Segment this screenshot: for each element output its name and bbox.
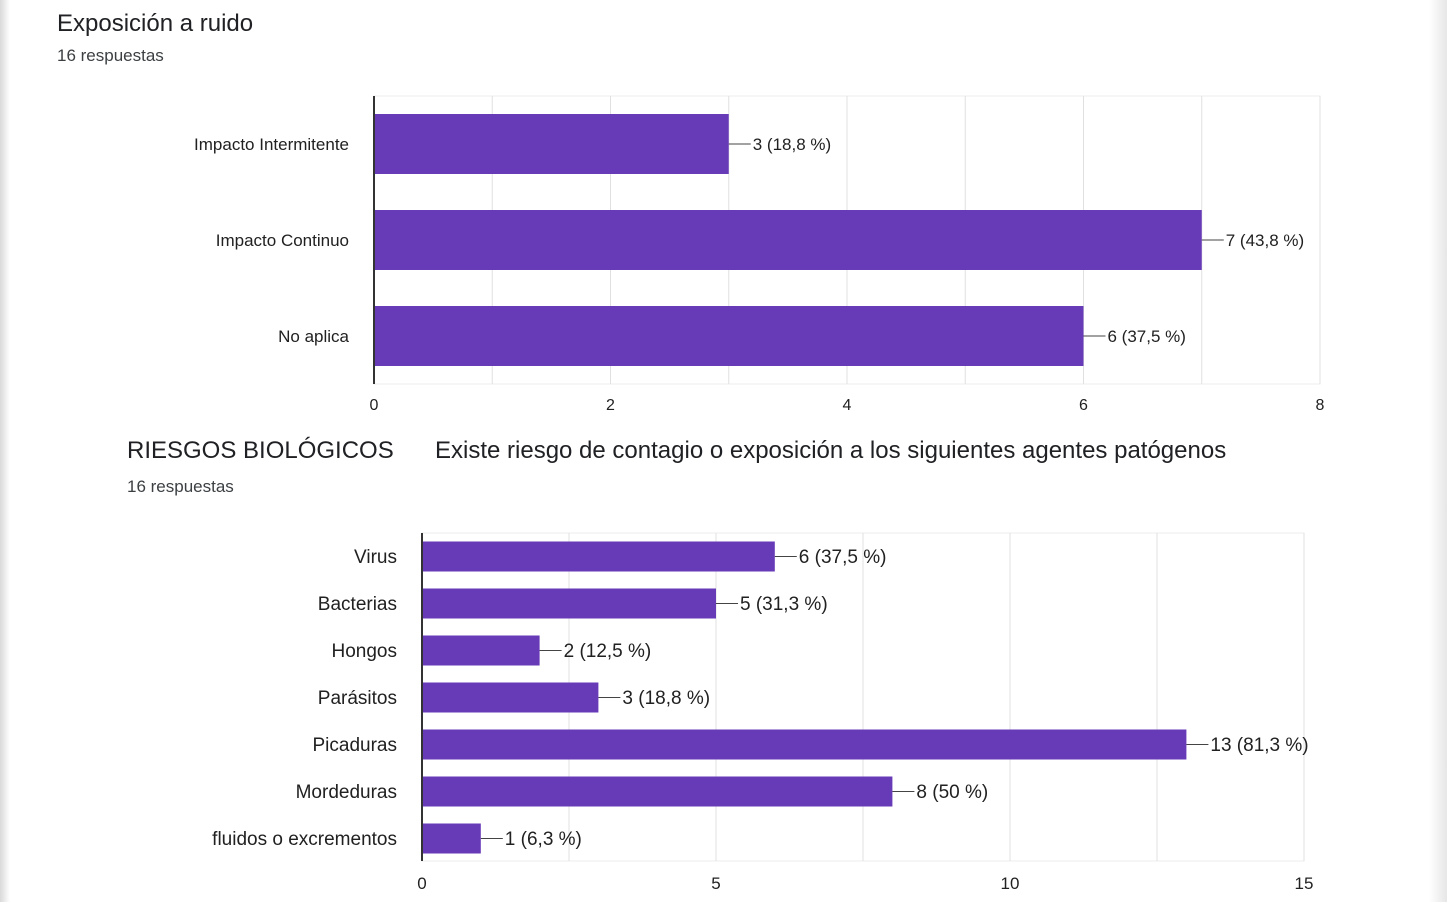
chart1-x-tick-label: 0 (370, 397, 379, 414)
chart1-x-tick-label: 4 (843, 397, 852, 414)
chart1-x-tick-label: 8 (1316, 397, 1325, 414)
chart2-bar (422, 729, 1187, 760)
chart2-x-tick-label: 15 (1295, 874, 1314, 893)
chart2-title-part1: RIESGOS BIOLÓGICOS (127, 437, 394, 464)
chart2-data-label: 5 (31,3 %) (740, 594, 828, 615)
chart2-bar (422, 588, 716, 619)
chart2-x-tick-label: 5 (711, 874, 720, 893)
chart2-category-label: Virus (354, 547, 397, 568)
chart1-data-label: 3 (18,8 %) (753, 135, 831, 154)
chart1-category-label: Impacto Intermitente (194, 135, 349, 154)
chart2-category-label: Parásitos (318, 688, 397, 709)
chart2-subtitle: 16 respuestas (127, 477, 234, 496)
chart1-category-label: No aplica (278, 327, 349, 346)
chart2-data-label: 13 (81,3 %) (1210, 735, 1308, 756)
chart2-data-label: 1 (6,3 %) (505, 829, 582, 850)
chart2-data-label: 8 (50 %) (916, 782, 988, 803)
left-edge-shadow (0, 0, 10, 902)
chart2-x-tick-label: 0 (417, 874, 426, 893)
chart1-data-label: 7 (43,8 %) (1226, 231, 1304, 250)
chart2-category-label: fluidos o excrementos (212, 829, 397, 850)
chart1-bar (374, 210, 1202, 270)
chart1-x-tick-label: 2 (606, 397, 615, 414)
chart2-category-label: Hongos (332, 641, 398, 662)
chart2-category-label: Mordeduras (296, 782, 397, 803)
chart2-category-label: Bacterias (318, 594, 397, 615)
chart1-category-label: Impacto Continuo (216, 231, 349, 250)
chart2-bar (422, 823, 481, 854)
chart1-x-tick-label: 6 (1079, 397, 1088, 414)
right-edge-shadow (1429, 0, 1447, 902)
chart2-bar (422, 682, 599, 713)
chart2-title-part2: Existe riesgo de contagio o exposición a… (435, 437, 1227, 464)
chart2-data-label: 6 (37,5 %) (799, 547, 887, 568)
chart2-data-label: 2 (12,5 %) (564, 641, 652, 662)
chart1-bar (374, 306, 1084, 366)
chart1-subtitle: 16 respuestas (57, 46, 164, 65)
chart2-bar (422, 541, 775, 572)
chart2-bar (422, 635, 540, 666)
chart1-bar (374, 114, 729, 174)
chart2-bar (422, 776, 893, 807)
chart1-title: Exposición a ruido (57, 10, 254, 37)
chart2-category-label: Picaduras (313, 735, 398, 756)
chart2-data-label: 3 (18,8 %) (622, 688, 710, 709)
chart1-data-label: 6 (37,5 %) (1108, 327, 1186, 346)
chart2-x-tick-label: 10 (1001, 874, 1020, 893)
